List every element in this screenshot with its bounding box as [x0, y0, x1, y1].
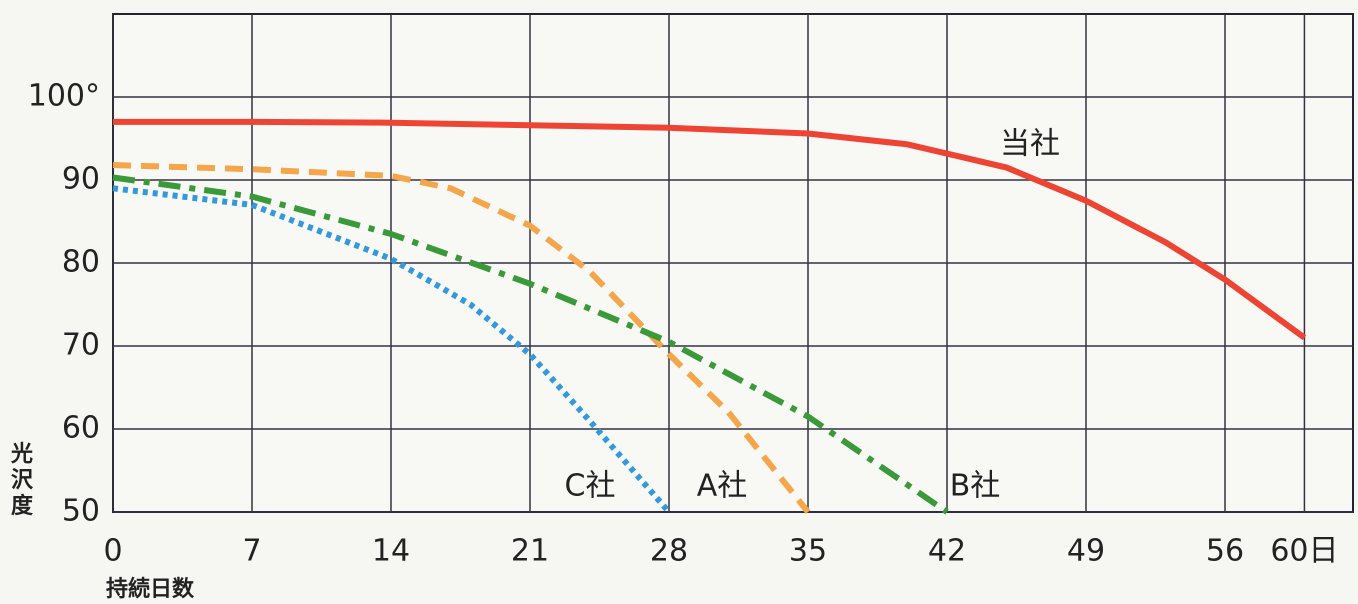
x-tick-label: 35: [789, 534, 827, 569]
y-tick-label: 50: [62, 494, 100, 529]
series-label: B社: [950, 469, 1001, 504]
x-tick-label: 28: [650, 534, 688, 569]
x-tick-label: 49: [1067, 534, 1105, 569]
x-tick-label: 21: [511, 534, 549, 569]
series-line: [113, 118, 1307, 341]
y-tick-label: 60: [62, 411, 100, 446]
y-tick-label: 80: [62, 245, 100, 280]
y-tick-label: 90: [62, 162, 100, 197]
x-axis-label: 持続日数: [106, 576, 195, 602]
series-line: [112, 162, 811, 514]
series-label: 当社: [1000, 127, 1060, 162]
x-tick-label: 42: [928, 534, 966, 569]
x-tick-label: 60日: [1270, 534, 1338, 569]
y-axis-label: 光沢度: [10, 442, 34, 519]
x-tick-label: 56: [1206, 534, 1244, 569]
series-label: C社: [565, 469, 616, 504]
y-tick-label: 70: [62, 328, 100, 363]
x-tick-label: 7: [242, 534, 261, 569]
x-tick-label: 14: [372, 534, 410, 569]
series-label: A社: [697, 469, 748, 504]
x-tick-label: 0: [103, 534, 122, 569]
series-line: [112, 185, 672, 514]
series-line: [112, 174, 949, 515]
y-tick-label: 100°: [28, 79, 100, 114]
